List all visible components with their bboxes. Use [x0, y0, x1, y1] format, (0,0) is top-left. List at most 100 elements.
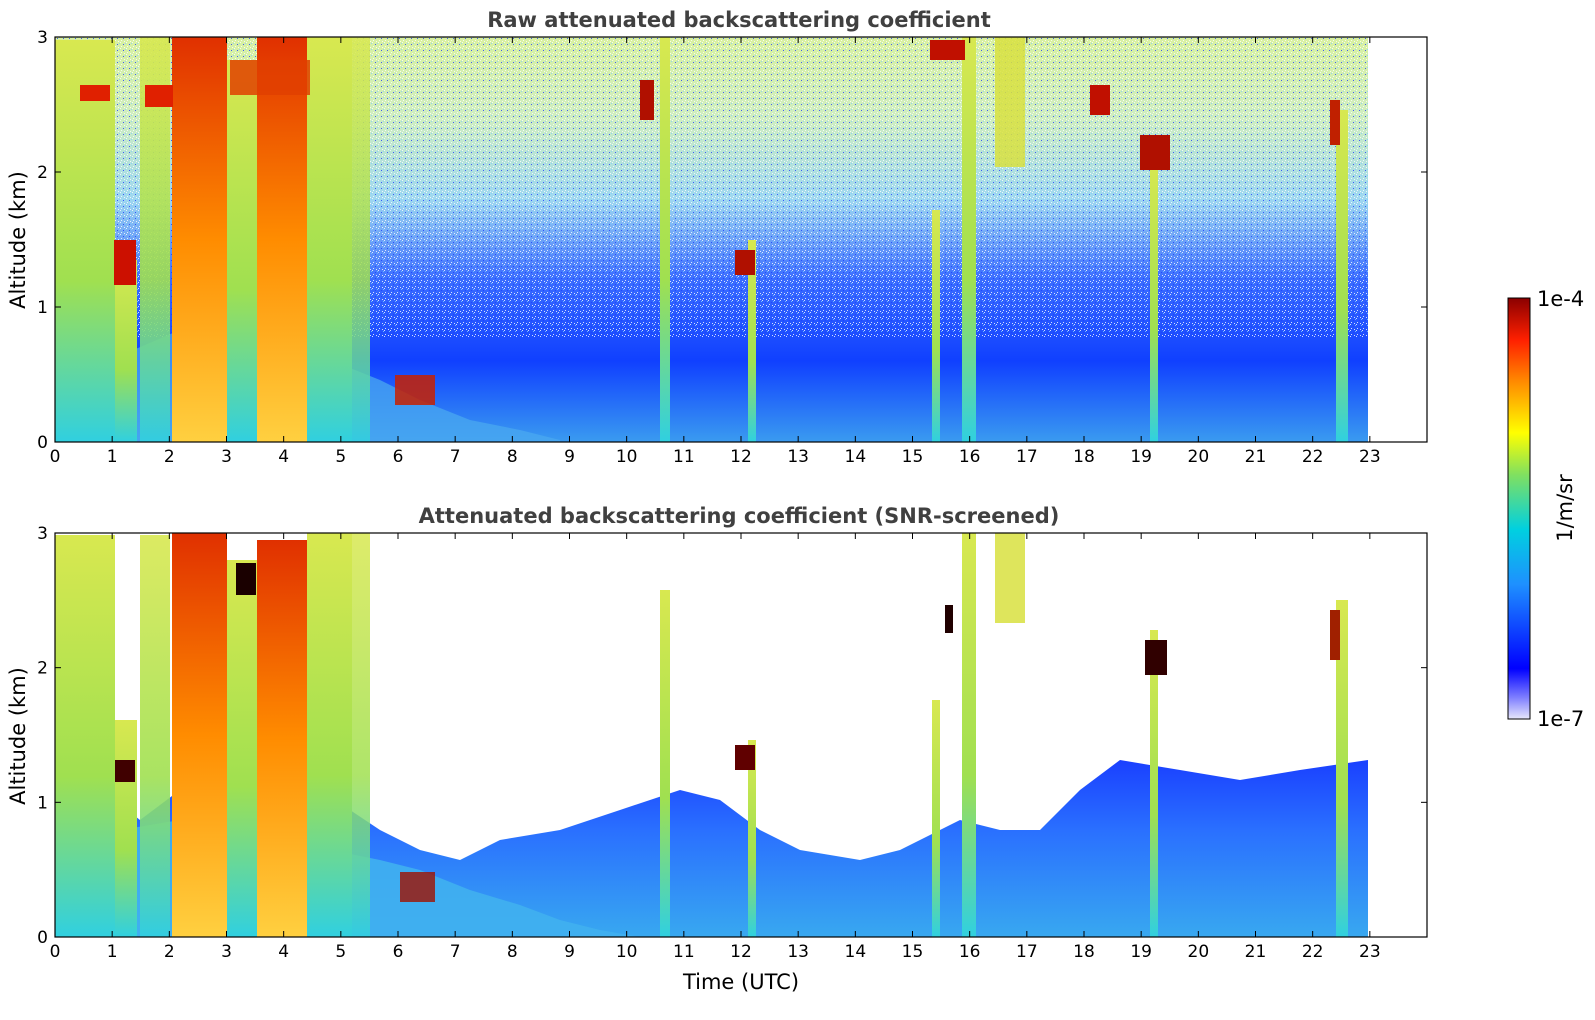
raw-x-axis: 0 1 2 3 4 5 6 7 8 9 10 11 12 13 14 15 16 17 18 19 20 21 22 23	[50, 37, 1381, 467]
x-tick-label: 14	[845, 942, 867, 962]
raw-cloud-column	[748, 240, 756, 442]
snr-cloud-core	[236, 563, 256, 595]
x-tick-label: 12	[730, 447, 752, 467]
snr-cloud-column	[115, 720, 137, 937]
x-tick-label: 11	[673, 942, 695, 962]
x-tick-label: 20	[1188, 942, 1210, 962]
raw-cloud-column	[660, 37, 670, 442]
snr-cloud-core	[945, 605, 953, 633]
y-tick-label: 3	[37, 524, 48, 544]
snr-cloud-column	[140, 535, 170, 937]
snr-y-axis: 0 1 2 3	[37, 524, 1427, 948]
snr-cloud-column	[932, 700, 940, 937]
y-tick-label: 0	[37, 433, 48, 453]
raw-cloud-column	[257, 37, 307, 442]
x-tick-label: 22	[1302, 447, 1324, 467]
raw-panel-title: Raw attenuated backscattering coefficien…	[487, 8, 991, 32]
x-tick-label: 3	[221, 447, 232, 467]
x-tick-label: 6	[393, 942, 404, 962]
x-tick-label: 16	[959, 942, 981, 962]
x-tick-label: 18	[1073, 447, 1095, 467]
y-tick-label: 3	[37, 28, 48, 48]
x-tick-label: 11	[673, 447, 695, 467]
raw-y-axis: 0 1 2 3	[37, 28, 1427, 453]
raw-cloud-layer	[1140, 135, 1170, 170]
snr-y-axis-label: Altitude (km)	[6, 667, 30, 805]
raw-y-axis-label: Altitude (km)	[6, 171, 30, 309]
x-tick-label: 14	[845, 447, 867, 467]
snr-cloud-column	[307, 533, 352, 937]
raw-cloud-column	[932, 210, 940, 442]
snr-x-axis: 0 1 2 3 4 5 6 7 8 9 10 11 12 13 14 15 16 17 18 19 20 21 22 23	[50, 533, 1381, 962]
snr-screened-panel: Attenuated backscattering coefficient (S…	[6, 504, 1428, 994]
y-tick-label: 0	[37, 928, 48, 948]
x-tick-label: 10	[616, 942, 638, 962]
x-tick-label: 10	[616, 447, 638, 467]
x-tick-label: 15	[902, 447, 924, 467]
y-tick-label: 1	[37, 298, 48, 318]
x-tick-label: 7	[450, 942, 461, 962]
snr-cloud-column	[660, 590, 670, 937]
snr-cloud-core	[735, 745, 755, 770]
snr-cloud-column	[227, 560, 257, 937]
x-tick-label: 15	[902, 942, 924, 962]
raw-cloud-layer	[114, 240, 136, 285]
snr-cloud-column	[748, 740, 756, 937]
x-tick-label: 13	[787, 942, 809, 962]
snr-heatmap	[55, 533, 1368, 937]
x-tick-label: 19	[1130, 942, 1152, 962]
x-tick-label: 23	[1359, 447, 1381, 467]
raw-cloud-layer	[80, 85, 110, 101]
raw-cloud-layer	[145, 85, 173, 107]
raw-cloud-layer	[640, 80, 654, 120]
y-tick-label: 2	[37, 659, 48, 679]
x-tick-label: 12	[730, 942, 752, 962]
x-tick-label: 2	[164, 942, 175, 962]
snr-cloud-column	[352, 533, 370, 937]
x-tick-label: 6	[393, 447, 404, 467]
snr-cloud-column	[172, 533, 227, 937]
raw-cloud-column	[115, 260, 137, 442]
x-tick-label: 17	[1016, 447, 1038, 467]
raw-cloud-layer	[230, 60, 310, 95]
raw-cloud-layer	[1090, 85, 1110, 115]
x-tick-label: 21	[1245, 447, 1267, 467]
snr-cloud-column	[995, 533, 1025, 623]
colorbar-gradient	[1507, 297, 1531, 720]
x-tick-label: 13	[787, 447, 809, 467]
snr-cloud-column	[1150, 630, 1158, 937]
x-tick-label: 16	[959, 447, 981, 467]
raw-cloud-layer	[395, 375, 435, 405]
raw-cloud-column	[352, 37, 370, 442]
raw-cloud-column	[962, 37, 976, 442]
x-tick-label: 0	[50, 942, 61, 962]
raw-cloud-column	[307, 37, 352, 442]
raw-cloud-column	[995, 37, 1025, 167]
colorbar-unit-label: 1/m/sr	[1553, 474, 1577, 542]
x-tick-label: 0	[50, 447, 61, 467]
x-tick-label: 8	[507, 942, 518, 962]
x-tick-label: 21	[1245, 942, 1267, 962]
colorbar: 1e-4 1e-7 1/m/sr	[1507, 287, 1584, 731]
raw-cloud-column	[172, 37, 227, 442]
x-tick-label: 17	[1016, 942, 1038, 962]
x-tick-label: 5	[335, 942, 346, 962]
x-tick-label: 2	[164, 447, 175, 467]
snr-cloud-column	[55, 535, 115, 937]
x-tick-label: 9	[564, 942, 575, 962]
snr-cloud-column	[962, 533, 976, 937]
raw-heatmap	[55, 37, 1427, 442]
raw-backscatter-panel: Raw attenuated backscattering coefficien…	[6, 8, 1428, 467]
snr-cloud-core	[115, 760, 135, 782]
x-tick-label: 8	[507, 447, 518, 467]
x-tick-label: 1	[107, 942, 118, 962]
x-tick-label: 23	[1359, 942, 1381, 962]
x-tick-label: 1	[107, 447, 118, 467]
x-tick-label: 9	[564, 447, 575, 467]
snr-panel-title: Attenuated backscattering coefficient (S…	[419, 504, 1060, 528]
y-tick-label: 2	[37, 163, 48, 183]
raw-no-data-region	[1368, 37, 1427, 442]
x-tick-label: 4	[278, 447, 289, 467]
x-tick-label: 3	[221, 942, 232, 962]
